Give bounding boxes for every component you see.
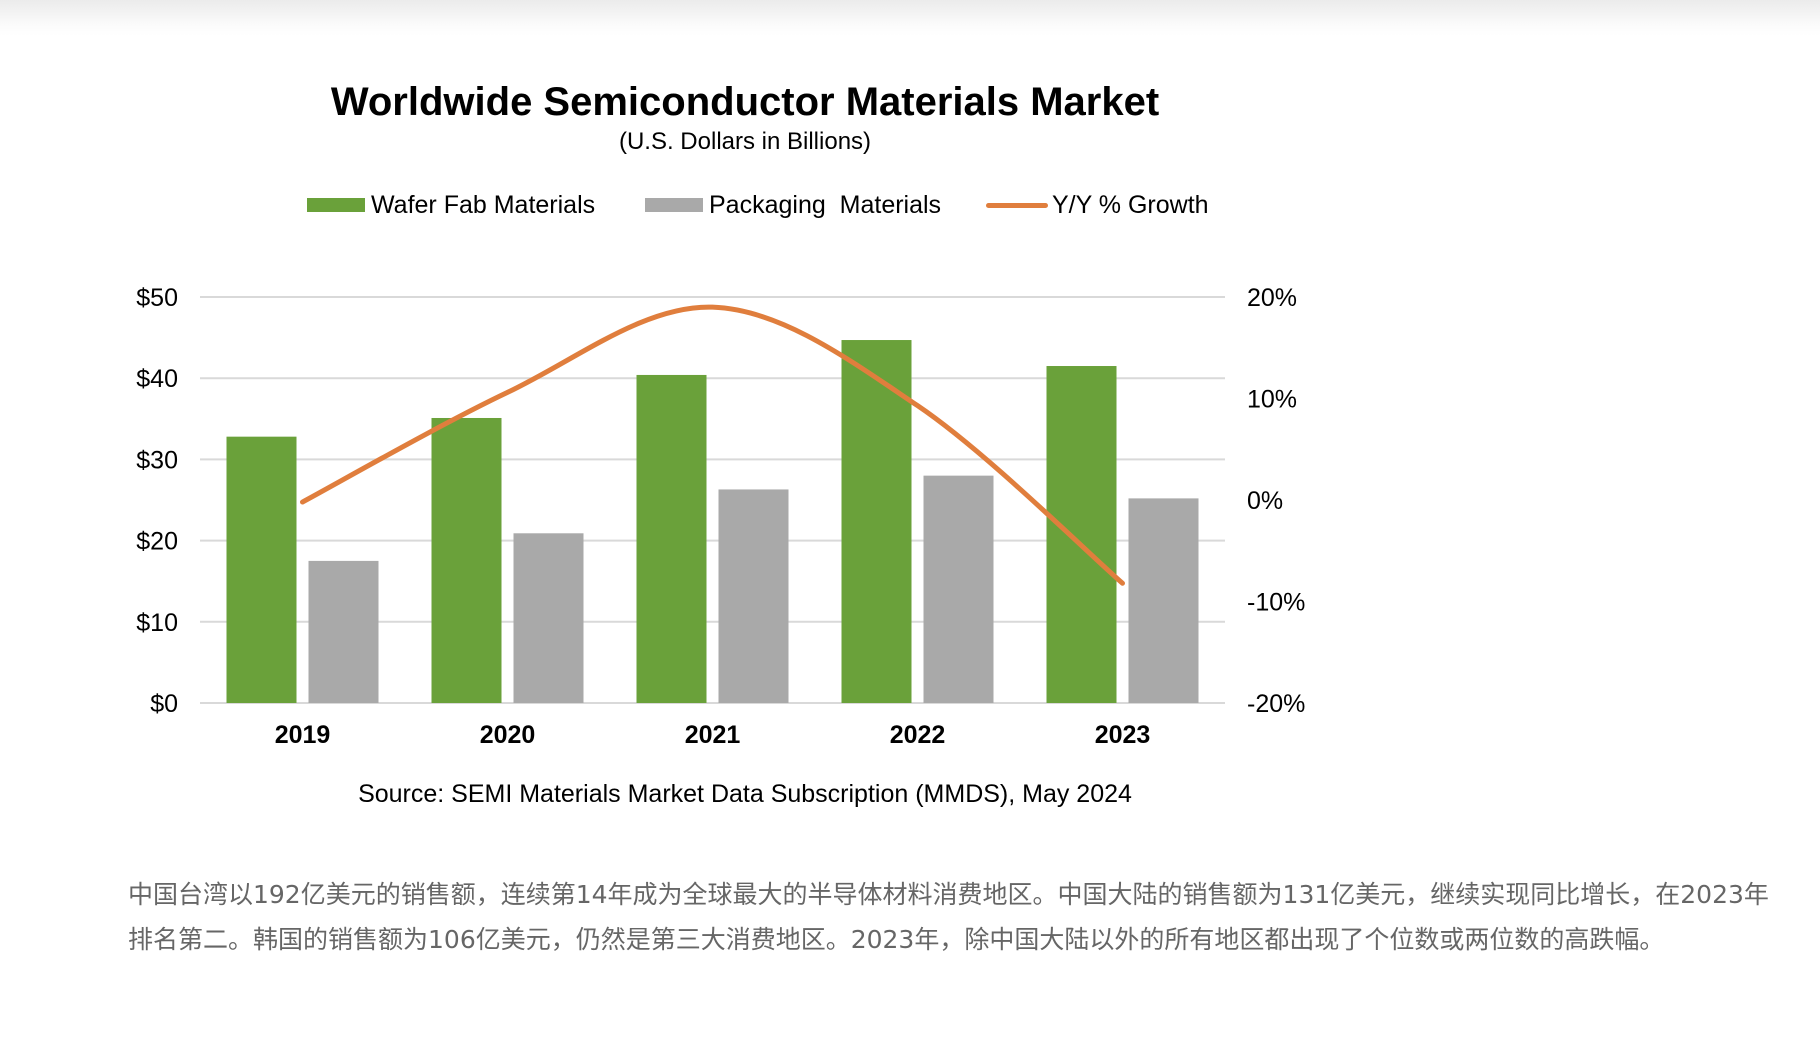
x-tick-label: 2023 [1095, 721, 1151, 749]
chart-legend-packaging: Packaging Materials [645, 190, 941, 220]
y-right-tick-label: 10% [1247, 386, 1297, 414]
y-left-tick-label: $0 [150, 690, 178, 718]
y-left-tick-label: $30 [136, 446, 178, 474]
bar-wafer-fab [841, 340, 912, 703]
chart-title: Worldwide Semiconductor Materials Market [330, 80, 1160, 124]
article-paragraph: 中国台湾以192亿美元的销售额，连续第14年成为全球最大的半导体材料消费地区。中… [128, 880, 1769, 954]
bar-wafer-fab [636, 374, 707, 703]
x-tick-label: 2019 [275, 721, 331, 749]
legend-label-packaging: Packaging Materials [709, 190, 942, 219]
legend-swatch-packaging [645, 198, 703, 212]
chart-legend-growth: Y/Y % Growth [986, 190, 1209, 220]
y-right-tick-label: 0% [1247, 487, 1283, 515]
x-tick-label: 2022 [890, 721, 946, 749]
bar-wafer-fab [226, 436, 297, 703]
legend-swatch-wafer-fab [307, 198, 365, 212]
x-tick-label: 2020 [480, 721, 536, 749]
chart-legend: Wafer Fab Materials [307, 190, 595, 220]
y-right-tick-label: 20% [1247, 284, 1297, 312]
x-tick-label: 2021 [685, 721, 741, 749]
chart-source: Source: SEMI Materials Market Data Subsc… [358, 780, 1132, 808]
y-left-tick-label: $50 [136, 284, 178, 312]
chart-plot: $0 $10 $20 $30 $40 $50 -20% -10% 0% 10% 20% 2019 202… [136, 284, 1305, 749]
chart-subtitle: (U.S. Dollars in Billions) [618, 128, 872, 155]
y-right-tick-label: -10% [1247, 589, 1305, 617]
bar-packaging [513, 533, 584, 703]
y-left-tick-label: $20 [136, 528, 178, 556]
bar-packaging [1128, 498, 1199, 703]
growth-line [300, 304, 1125, 586]
bar-packaging [923, 475, 994, 703]
bar-packaging [308, 560, 379, 703]
bar-wafer-fab [431, 417, 502, 703]
legend-swatch-growth [986, 202, 1048, 208]
top-bar [0, 0, 1820, 36]
legend-label-wafer-fab: Wafer Fab Materials [371, 190, 596, 219]
legend-label-growth: Y/Y % Growth [1052, 190, 1209, 219]
y-left-tick-label: $10 [136, 609, 178, 637]
bar-packaging [718, 489, 789, 703]
y-right-tick-label: -20% [1247, 690, 1305, 718]
y-left-tick-label: $40 [136, 365, 178, 393]
bar-wafer-fab [1046, 366, 1117, 703]
